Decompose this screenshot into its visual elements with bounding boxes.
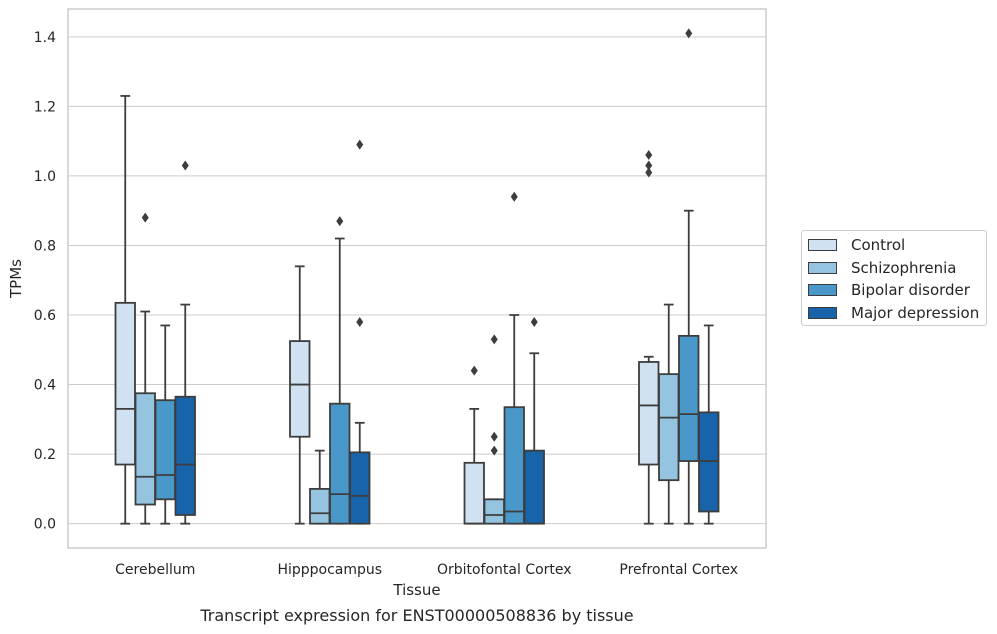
legend-item: Control (808, 235, 905, 255)
legend: Control Schizophrenia Bipolar disorder Majo… (801, 230, 987, 326)
y-tick-label: 0.0 (34, 517, 56, 533)
box-iqr (658, 373, 680, 482)
legend-swatch (808, 306, 837, 319)
box-schizophrenia (134, 212, 156, 525)
legend-swatch (808, 239, 837, 251)
box-iqr (134, 392, 156, 506)
box-schizophrenia (658, 303, 680, 525)
box-iqr (678, 334, 700, 462)
legend-label: Bipolar disorder (851, 281, 970, 299)
box-bipolar-disorder (329, 216, 351, 525)
outlier-point (356, 316, 364, 327)
x-tick-label: Prefrontal Cortex (619, 562, 738, 578)
legend-swatch (808, 261, 837, 274)
legend-label: Control (851, 236, 906, 254)
x-tick-label: Hipppocampus (277, 562, 382, 578)
box-bipolar-disorder (678, 28, 700, 525)
chart-caption: Transcript expression for ENST0000050883… (200, 606, 634, 625)
outlier-point (181, 160, 189, 171)
legend-item: Schizophrenia (808, 258, 956, 278)
outlier-point (490, 431, 498, 442)
box-iqr (638, 361, 660, 466)
outlier-point (510, 191, 518, 202)
y-tick-label: 1.4 (34, 30, 56, 46)
legend-label: Schizophrenia (851, 258, 957, 277)
box-iqr (349, 451, 371, 525)
box-bipolar-disorder (503, 191, 525, 525)
outlier-point (470, 365, 478, 376)
box-iqr (483, 498, 505, 525)
outlier-point (645, 160, 653, 171)
box-iqr (174, 395, 196, 516)
x-tick-label: Cerebellum (115, 562, 195, 578)
box-major-depression (174, 160, 196, 525)
box-major-depression (523, 316, 545, 525)
box-control (638, 150, 660, 525)
x-axis-label: Tissue (392, 581, 440, 599)
box-iqr (463, 461, 485, 525)
outlier-point (336, 216, 344, 227)
y-axis-label: TPMs (7, 259, 25, 299)
legend-swatch (808, 284, 837, 296)
box-iqr (114, 301, 136, 466)
box-control (114, 95, 136, 525)
y-tick-label: 0.6 (34, 308, 56, 324)
box-iqr (289, 340, 311, 438)
outlier-point (490, 334, 498, 345)
legend-label: Major depression (851, 303, 980, 322)
box-iqr (503, 406, 525, 525)
box-control (289, 265, 311, 525)
x-tick-label: Orbitofontal Cortex (437, 562, 572, 578)
box-iqr (329, 402, 351, 525)
legend-item: Major depression (808, 303, 979, 323)
y-tick-label: 1.0 (34, 169, 56, 185)
outlier-point (645, 167, 653, 178)
y-tick-label: 0.8 (34, 238, 56, 254)
outlier-point (530, 316, 538, 327)
outlier-point (356, 139, 364, 150)
box-bipolar-disorder (154, 324, 176, 525)
outlier-point (490, 445, 498, 456)
legend-item: Bipolar disorder (808, 280, 970, 300)
outlier-point (645, 150, 653, 161)
box-control (463, 365, 485, 525)
plot-frame (67, 8, 767, 549)
box-major-depression (698, 324, 720, 525)
y-tick-label: 1.2 (34, 99, 56, 115)
box-schizophrenia (483, 334, 505, 525)
box-schizophrenia (309, 449, 331, 525)
box-iqr (523, 449, 545, 525)
box-iqr (309, 487, 331, 525)
box-major-depression (349, 139, 371, 525)
outlier-point (141, 212, 149, 223)
outlier-point (685, 28, 693, 39)
box-iqr (154, 399, 176, 501)
y-tick-label: 0.2 (34, 447, 56, 463)
y-tick-label: 0.4 (34, 378, 56, 394)
